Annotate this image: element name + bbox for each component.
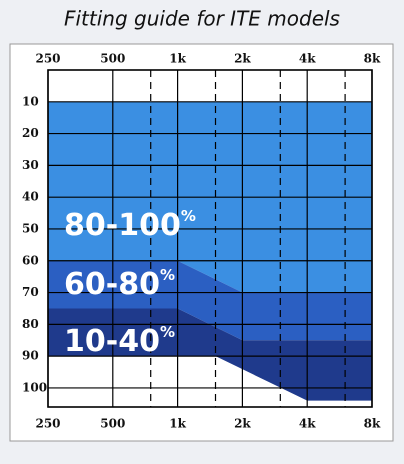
y-tick-label: 50	[22, 221, 39, 235]
x-tick-label-bottom: 1k	[169, 417, 186, 431]
band-area	[48, 308, 372, 401]
y-tick-label: 90	[22, 349, 39, 363]
y-tick-label: 40	[22, 190, 39, 204]
plot-frame	[47, 69, 373, 408]
y-tick-label: 60	[22, 253, 39, 267]
x-tick-label-top: 8k	[364, 52, 381, 66]
y-tick-label: 100	[22, 380, 47, 394]
band-label: 60-80%	[64, 266, 175, 302]
x-tick-label-top: 1k	[169, 52, 186, 66]
band-label: 10-40%	[64, 323, 175, 359]
x-tick-label-top: 2k	[234, 52, 251, 66]
x-tick-label-top: 250	[35, 52, 60, 66]
x-tick-label-bottom: 2k	[234, 417, 251, 431]
y-tick-label: 80	[22, 317, 39, 331]
y-tick-label: 70	[22, 285, 39, 299]
y-tick-label: 10	[22, 94, 39, 108]
band-label: 80-100%	[64, 207, 196, 243]
chart-title: Fitting guide for ITE models	[64, 7, 340, 31]
x-tick-label-top: 4k	[299, 52, 316, 66]
x-tick-label-bottom: 8k	[364, 417, 381, 431]
y-tick-label: 20	[22, 126, 39, 140]
band-area	[48, 260, 372, 341]
x-tick-label-bottom: 500	[100, 417, 125, 431]
x-tick-label-bottom: 250	[35, 417, 60, 431]
x-tick-label-bottom: 4k	[299, 417, 316, 431]
y-tick-label: 30	[22, 158, 39, 172]
x-tick-label-top: 500	[100, 52, 125, 66]
